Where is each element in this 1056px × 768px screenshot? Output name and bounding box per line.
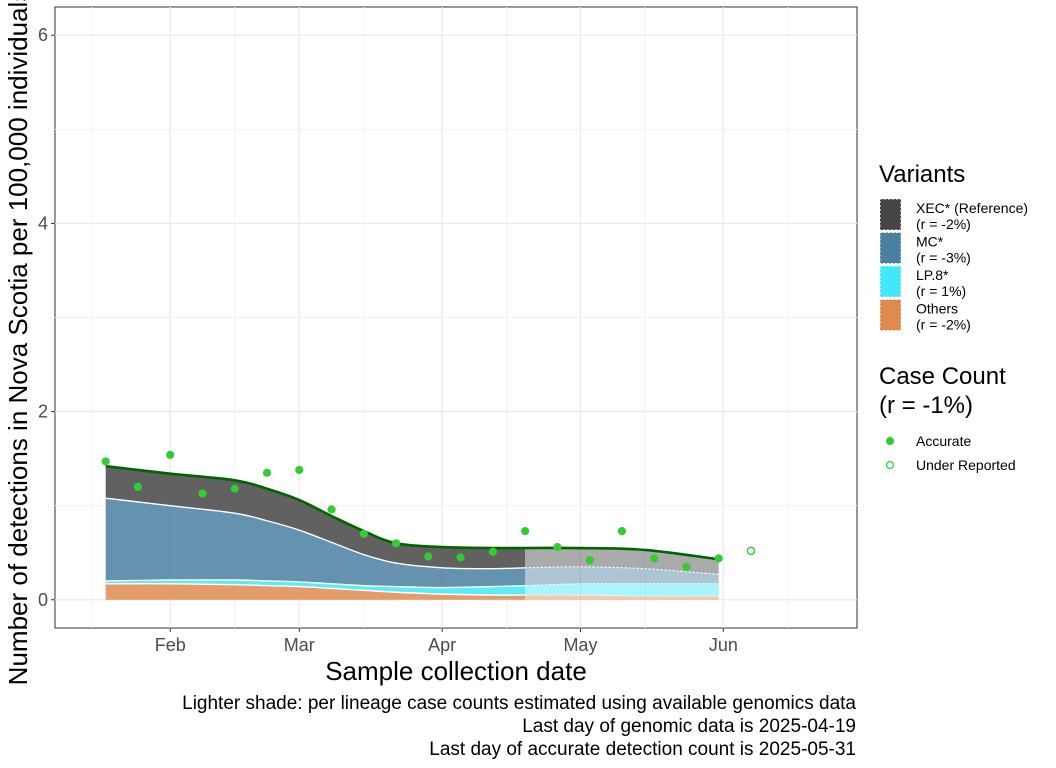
legend-variant-r: (r = 1%) <box>916 283 966 299</box>
point-accurate <box>327 505 336 514</box>
area-others <box>105 583 526 600</box>
boundaries <box>105 497 719 597</box>
point-accurate <box>166 450 175 459</box>
total-count-line <box>105 464 719 561</box>
legend-swatch-lp-8- <box>879 265 902 298</box>
x-ticks: Feb Mar Apr May Jun <box>155 628 738 655</box>
legend-under-reported-marker <box>885 460 895 470</box>
y-tick-label: 4 <box>38 213 48 233</box>
area-light-mc- <box>525 566 719 586</box>
point-accurate <box>553 542 562 552</box>
point-accurate <box>585 556 594 565</box>
legend-variant-label: Others <box>916 301 958 317</box>
x-tick-label: Feb <box>155 635 186 655</box>
legend-variant-label: MC* <box>916 234 944 250</box>
legend-case-label: Under Reported <box>916 457 1016 473</box>
point-accurate <box>133 482 143 491</box>
point-accurate <box>391 539 401 548</box>
area-mc- <box>105 498 526 588</box>
x-tick-label: Jun <box>709 635 738 655</box>
area-light-lp-8- <box>525 583 719 597</box>
legend-case-title-line2: (r = -1%) <box>879 392 973 419</box>
x-axis-title: Sample collection date <box>325 656 587 686</box>
x-tick-label: Mar <box>284 635 315 655</box>
area-xec-reference- <box>105 466 526 569</box>
points <box>101 450 756 571</box>
x-tick-label: Apr <box>428 635 456 655</box>
boundary-line <box>105 583 526 596</box>
area-light-xec-reference- <box>525 547 719 575</box>
legend-swatch-xec-reference- <box>879 198 902 231</box>
y-ticks: 0 2 4 6 <box>38 25 55 610</box>
point-accurate <box>230 484 239 493</box>
legend-variants: XEC* (Reference)(r = -2%)MC*(r = -3%)LP.… <box>879 198 1028 333</box>
boundary-line <box>105 579 526 589</box>
y-axis-title: Number of detections in Nova Scotia per … <box>3 0 33 685</box>
caption-line-3: Last day of accurate detection count is … <box>429 739 856 760</box>
point-accurate <box>101 457 110 466</box>
point-accurate <box>521 526 530 536</box>
total-line <box>105 464 719 561</box>
point-accurate <box>424 552 433 561</box>
legend-variant-r: (r = -2%) <box>916 317 971 333</box>
y-tick-label: 6 <box>38 25 48 45</box>
legend-case: Accurate Under Reported <box>885 433 1016 473</box>
caption-line-2: Last day of genomic data is 2025-04-19 <box>522 716 856 737</box>
y-tick-label: 2 <box>38 402 48 422</box>
y-tick-label: 0 <box>38 590 48 610</box>
point-accurate <box>488 547 497 556</box>
areas-light <box>525 547 719 600</box>
point-accurate <box>359 529 368 539</box>
legend-variant-label: LP.8* <box>916 267 949 283</box>
legend-variant-label: XEC* (Reference) <box>916 200 1028 216</box>
legend-swatch-others <box>879 299 902 331</box>
legend-variants-title: Variants <box>879 161 965 188</box>
caption-line-1: Lighter shade: per lineage case counts e… <box>182 693 856 714</box>
legend-case-title-line1: Case Count <box>879 363 1006 390</box>
point-under-reported <box>746 546 756 556</box>
legend-variant-r: (r = -2%) <box>916 216 971 232</box>
areas-solid <box>105 466 526 600</box>
legend-case-label: Accurate <box>916 433 971 449</box>
point-accurate <box>617 526 627 536</box>
point-accurate <box>714 554 723 563</box>
point-accurate <box>682 562 691 571</box>
x-tick-label: May <box>563 635 597 655</box>
legend: Variants XEC* (Reference)(r = -2%)MC*(r … <box>879 161 1028 473</box>
legend-variant-r: (r = -3%) <box>916 250 971 266</box>
point-accurate <box>198 489 207 498</box>
legend-swatch-mc- <box>879 232 902 264</box>
point-accurate <box>262 468 272 477</box>
legend-accurate-marker <box>885 436 895 446</box>
point-accurate <box>295 465 304 475</box>
boundary-line <box>105 497 526 570</box>
point-accurate <box>456 553 465 562</box>
point-accurate <box>650 554 659 563</box>
grid-major <box>55 7 857 628</box>
